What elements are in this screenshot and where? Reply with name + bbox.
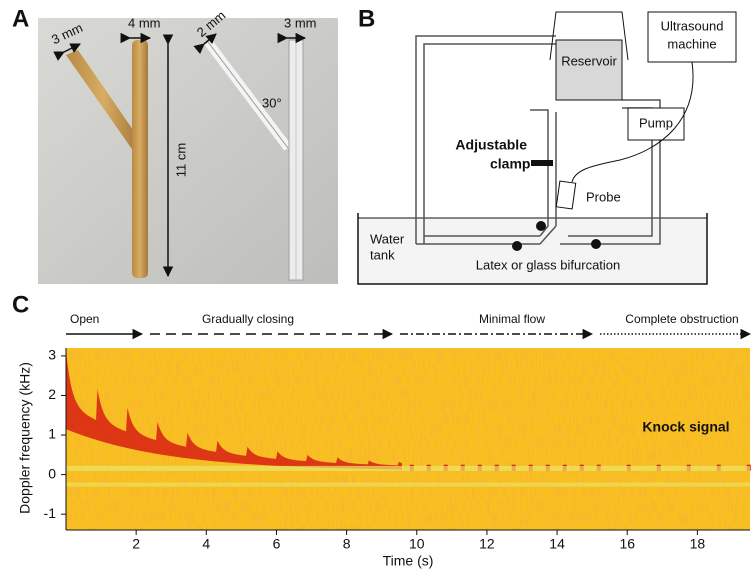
phase-label: Minimal flow — [479, 312, 545, 326]
length-label: 11 cm — [173, 143, 188, 177]
pump-label: Pump — [639, 115, 673, 130]
annotation: Knock signal — [642, 419, 729, 435]
apparatus — [647, 11, 737, 63]
y-tick-label: 3 — [48, 347, 56, 363]
apparatus — [555, 180, 577, 210]
y-tick-label: 0 — [48, 465, 56, 481]
bifurcation-label: Latex or glass bifurcation — [476, 257, 621, 272]
probe-label: Probe — [586, 189, 621, 204]
x-tick-label: 6 — [273, 536, 281, 552]
baseline-band — [66, 482, 750, 487]
photo — [38, 18, 338, 284]
apparatus — [591, 239, 601, 249]
tank-label: tank — [370, 247, 395, 262]
tank-label: Water — [370, 231, 405, 246]
x-tick-label: 8 — [343, 536, 351, 552]
x-tick-label: 14 — [549, 536, 565, 552]
apparatus — [536, 221, 546, 231]
panel-label: A — [12, 5, 29, 32]
x-tick-label: 18 — [690, 536, 706, 552]
photo — [207, 41, 289, 149]
baseline-band — [66, 465, 750, 471]
dimension-arrows — [193, 33, 217, 55]
x-tick-label: 10 — [409, 536, 425, 552]
apparatus — [627, 107, 685, 141]
apparatus — [357, 11, 737, 285]
clamp-label: Adjustable — [455, 137, 527, 153]
x-tick-label: 2 — [132, 536, 140, 552]
reservoir-label: Reservoir — [561, 53, 617, 68]
apparatus — [359, 218, 706, 283]
apparatus — [357, 213, 708, 285]
machine-label: machine — [667, 36, 716, 51]
phase-label: Complete obstruction — [625, 312, 738, 326]
apparatus — [512, 241, 522, 251]
photo — [66, 50, 140, 152]
phase-label: Gradually closing — [202, 312, 294, 326]
dimension-label: 3 mm — [284, 15, 317, 30]
doppler-trace — [66, 350, 402, 470]
photo — [38, 18, 338, 284]
dimension-arrows — [53, 43, 81, 61]
y-tick-label: 1 — [48, 426, 56, 442]
dimension-arrows — [53, 32, 307, 278]
apparatus — [531, 160, 553, 166]
x-axis-label: Time (s) — [383, 553, 434, 569]
apparatus — [571, 61, 694, 183]
x-tick-label: 4 — [202, 536, 210, 552]
apparatus — [555, 39, 623, 101]
phase-label: Open — [70, 312, 99, 326]
y-tick-label: -1 — [44, 505, 57, 521]
y-tick-label: 2 — [48, 386, 56, 402]
dimension-label: 4 mm — [128, 15, 161, 30]
spectrogram — [66, 348, 751, 530]
x-tick-label: 16 — [619, 536, 635, 552]
x-tick-label: 12 — [479, 536, 495, 552]
machine-label: Ultrasound — [661, 18, 724, 33]
apparatus — [416, 99, 661, 245]
apparatus — [415, 35, 556, 244]
photo — [132, 40, 148, 278]
panel-label: B — [358, 5, 375, 32]
clamp-label: clamp — [490, 156, 530, 172]
apparatus — [549, 11, 629, 61]
spectrogram-noise — [66, 348, 750, 530]
panel-label: C — [12, 291, 29, 318]
y-axis-label: Doppler frequency (kHz) — [17, 362, 33, 514]
angle-label: 30° — [262, 95, 282, 110]
